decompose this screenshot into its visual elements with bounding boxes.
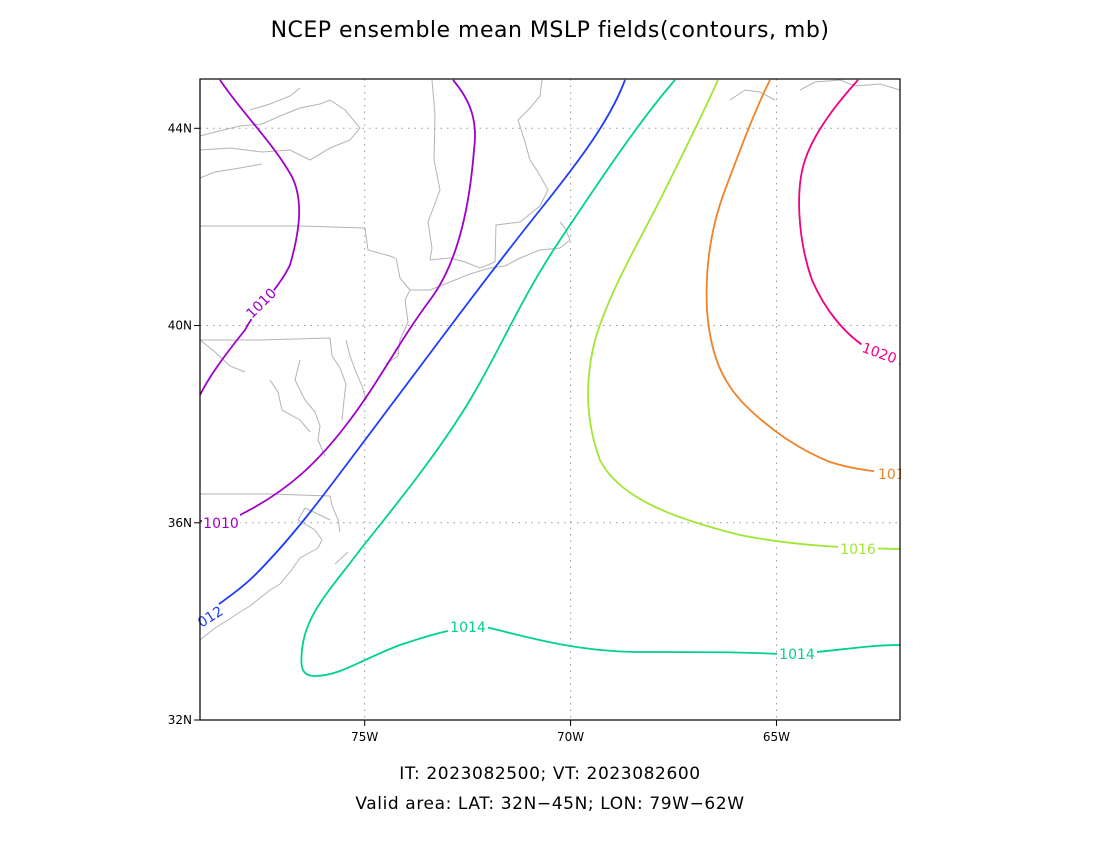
- lon-tick-label: 65W: [763, 730, 790, 744]
- contour-1010-east: [199, 79, 476, 522]
- map-axes: 32N 36N 40N 44N 75W 70W 65W: [168, 121, 790, 744]
- contour-label-1010-b: 1010: [203, 516, 239, 532]
- contour-1018: [705, 79, 901, 474]
- lat-tick-label: 36N: [168, 516, 192, 530]
- grid-lines: [200, 79, 900, 720]
- map-title: NCEP ensemble mean MSLP fields(contours,…: [270, 18, 830, 43]
- contour-1014: [300, 79, 901, 677]
- lon-tick-label: 70W: [557, 730, 584, 744]
- valid-area-line: Valid area: LAT: 32N−45N; LON: 79W−62W: [355, 794, 745, 814]
- contour-lines: [199, 79, 901, 677]
- contour-label-1016: 1016: [840, 542, 876, 558]
- map-frame: [199, 78, 901, 721]
- lat-tick-label: 40N: [168, 319, 192, 333]
- lat-tick-label: 44N: [168, 121, 192, 135]
- contour-label-1020: 1020: [860, 340, 899, 367]
- lon-tick-label: 75W: [351, 730, 378, 744]
- contour-label-1014-b: 1014: [779, 647, 815, 663]
- contour-1012: [199, 79, 626, 619]
- lat-tick-label: 32N: [168, 713, 192, 727]
- contour-1016: [587, 79, 901, 550]
- contour-label-1014-a: 1014: [450, 620, 486, 636]
- coastlines: [199, 79, 901, 641]
- contour-1020: [798, 79, 901, 365]
- valid-time-line: IT: 2023082500; VT: 2023082600: [399, 764, 701, 784]
- contour-1010-west: [199, 79, 301, 396]
- contour-label-1018: 101: [878, 467, 905, 483]
